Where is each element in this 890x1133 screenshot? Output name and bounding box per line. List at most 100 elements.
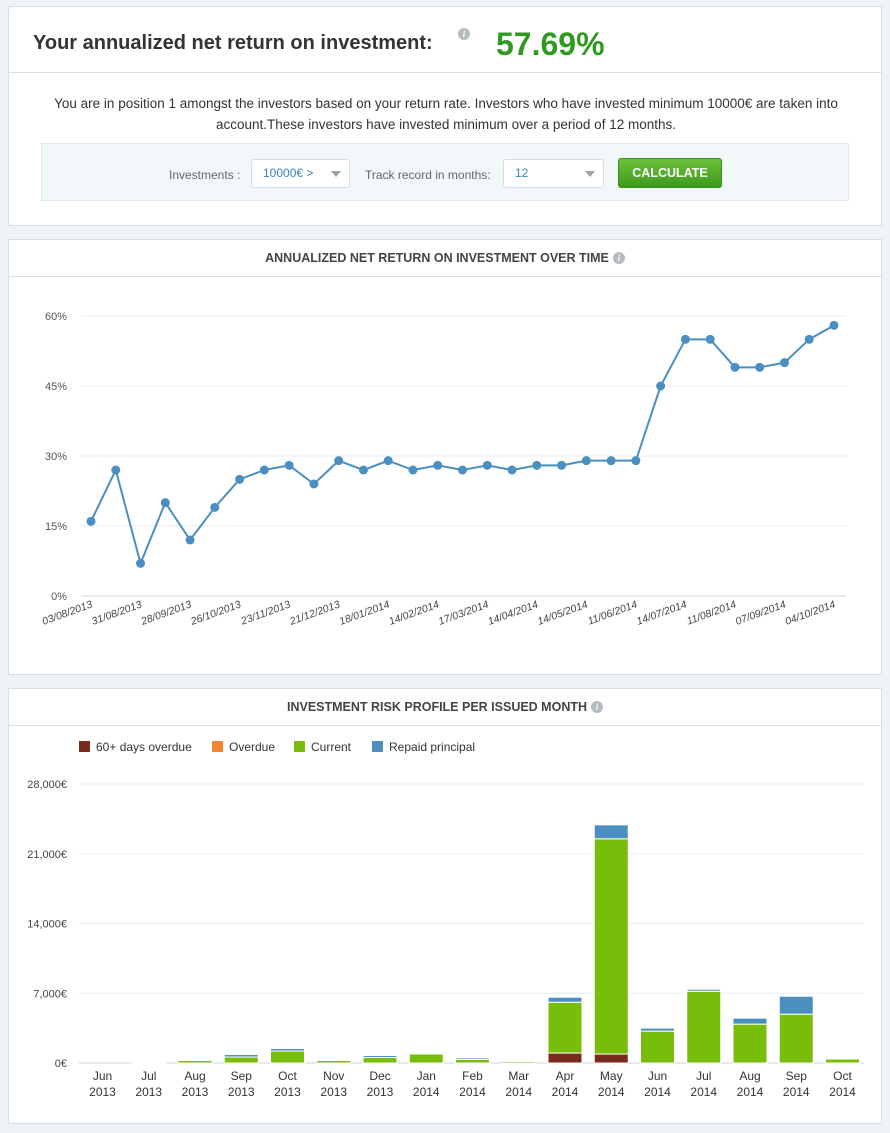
- y-tick-label: 28,000€: [27, 779, 67, 791]
- x-tick-label: 31/08/2013: [90, 598, 144, 627]
- bar-segment: [640, 1027, 675, 1032]
- x-tick-year: 2014: [690, 1085, 717, 1099]
- summary-panel: Your annualized net return on investment…: [8, 6, 882, 226]
- return-title: Your annualized net return on investment…: [33, 32, 433, 54]
- track-record-select-value: 12: [515, 166, 529, 180]
- bar-segment: [593, 824, 629, 840]
- bar-segment: [547, 996, 583, 1003]
- filter-bar: Investments : 10000€ > Track record in m…: [41, 143, 849, 201]
- x-tick-year: 2013: [367, 1085, 394, 1099]
- bar-segment: [455, 1059, 490, 1064]
- position-description: You are in position 1 amongst the invest…: [54, 96, 838, 132]
- x-tick-label: 03/08/2013: [41, 598, 95, 627]
- bar-segment: [593, 838, 629, 1055]
- risk-chart-header: INVESTMENT RISK PROFILE PER ISSUED MONTH…: [9, 689, 881, 726]
- data-point: [631, 456, 641, 466]
- x-tick-month: Jun: [648, 1069, 667, 1083]
- y-tick-label: 45%: [45, 381, 67, 393]
- data-point: [160, 498, 170, 508]
- legend-label: Current: [311, 740, 352, 754]
- bar-segment: [778, 1013, 814, 1064]
- legend-label: Overdue: [229, 740, 275, 754]
- calculate-button[interactable]: CALCULATE: [618, 158, 722, 188]
- x-tick-year: 2013: [182, 1085, 209, 1099]
- x-tick-month: Aug: [739, 1069, 760, 1083]
- data-point: [433, 460, 443, 470]
- legend-swatch: [212, 741, 223, 752]
- x-tick-month: Jul: [696, 1069, 711, 1083]
- x-tick-month: May: [600, 1069, 623, 1083]
- y-tick-label: 0€: [55, 1058, 67, 1070]
- bar-segment: [732, 1017, 768, 1025]
- x-tick-label: 04/10/2014: [784, 598, 838, 627]
- bar-segment: [501, 1061, 537, 1064]
- data-point: [482, 460, 492, 470]
- x-tick-year: 2013: [89, 1085, 116, 1099]
- data-point: [309, 479, 319, 489]
- track-record-select[interactable]: 12: [503, 159, 604, 188]
- data-point: [804, 334, 814, 344]
- x-tick-month: Sep: [231, 1069, 253, 1083]
- bar-segment: [640, 1030, 675, 1064]
- data-point: [557, 460, 567, 470]
- x-tick-year: 2014: [783, 1085, 810, 1099]
- x-tick-label: 14/02/2014: [387, 598, 441, 627]
- data-point: [730, 362, 740, 372]
- bar-segment: [825, 1058, 860, 1064]
- data-point: [779, 358, 789, 368]
- bar-segment: [732, 1023, 768, 1064]
- x-tick-label: 23/11/2013: [238, 598, 292, 627]
- data-point: [111, 465, 121, 475]
- x-tick-year: 2014: [459, 1085, 486, 1099]
- bar-segment: [362, 1055, 398, 1059]
- x-tick-label: 14/07/2014: [635, 598, 689, 627]
- series-line: [90, 324, 835, 567]
- x-tick-year: 2014: [829, 1085, 856, 1099]
- x-tick-year: 2013: [228, 1085, 255, 1099]
- info-icon[interactable]: i: [612, 252, 625, 264]
- y-tick-label: 30%: [45, 451, 67, 463]
- legend-label: Repaid principal: [389, 740, 475, 754]
- x-tick-label: 07/09/2014: [734, 598, 788, 627]
- x-tick-month: Aug: [184, 1069, 205, 1083]
- data-point: [606, 456, 616, 466]
- x-tick-label: 28/09/2013: [139, 598, 194, 628]
- x-tick-month: Nov: [323, 1069, 344, 1083]
- x-tick-label: 21/12/2013: [287, 598, 342, 628]
- x-tick-label: 11/08/2014: [685, 598, 738, 627]
- info-icon[interactable]: i: [458, 28, 470, 40]
- x-tick-month: Oct: [833, 1069, 852, 1083]
- bar-segment: [270, 1050, 305, 1064]
- x-tick-year: 2014: [413, 1085, 440, 1099]
- y-tick-label: 0%: [51, 591, 67, 603]
- bar-segment: [223, 1054, 259, 1058]
- data-point: [656, 381, 666, 391]
- summary-header: Your annualized net return on investment…: [9, 7, 881, 73]
- data-point: [259, 465, 269, 475]
- y-tick-label: 60%: [45, 311, 67, 323]
- data-point: [210, 502, 220, 512]
- info-icon[interactable]: i: [591, 701, 604, 713]
- x-tick-label: 26/10/2013: [188, 598, 243, 628]
- legend-swatch: [372, 741, 383, 752]
- return-chart-panel: ANNUALIZED NET RETURN ON INVESTMENT OVER…: [8, 239, 882, 675]
- return-value: 57.69%: [496, 26, 605, 62]
- data-point: [680, 334, 690, 344]
- data-point: [185, 535, 195, 545]
- data-point: [358, 465, 368, 475]
- return-line-chart: 0% 15% 30% 45% 60% 03/08/201331/08/201328/09/…: [41, 311, 846, 628]
- data-point: [458, 465, 467, 475]
- data-point: [136, 558, 146, 568]
- chevron-down-icon: [585, 171, 595, 177]
- x-tick-year: 2014: [505, 1085, 532, 1099]
- data-point: [705, 334, 715, 344]
- x-tick-label: 18/01/2014: [338, 598, 392, 627]
- return-chart-header: ANNUALIZED NET RETURN ON INVESTMENT OVER…: [9, 240, 881, 277]
- x-tick-month: Mar: [508, 1069, 529, 1083]
- bar-segment: [316, 1059, 352, 1062]
- investments-select[interactable]: 10000€ >: [251, 159, 350, 188]
- x-tick-month: Jan: [417, 1069, 436, 1083]
- x-tick-year: 2014: [737, 1085, 764, 1099]
- bar-segment: [686, 988, 722, 992]
- risk-chart-panel: INVESTMENT RISK PROFILE PER ISSUED MONTH…: [8, 688, 882, 1124]
